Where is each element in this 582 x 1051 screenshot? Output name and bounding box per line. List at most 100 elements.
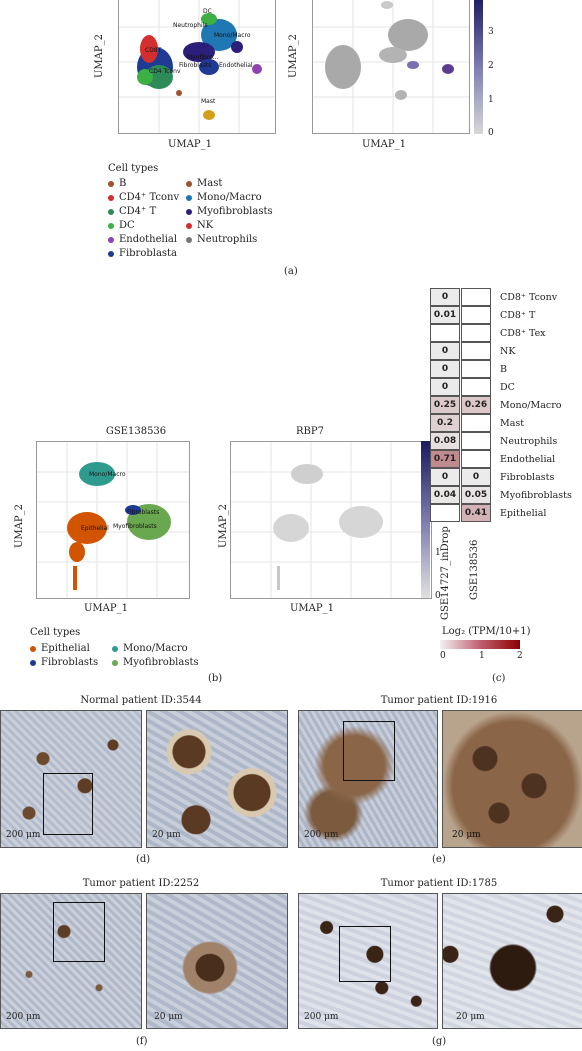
scale-bar-label: 200 μm: [304, 1012, 339, 1022]
heatmap-row: CD8⁺ Tex: [430, 324, 572, 342]
panel-title: Tumor patient ID:1916: [380, 695, 498, 706]
heatmap-row-label: Fibroblasts: [500, 471, 555, 483]
heatmap-cell: 0.08: [430, 432, 460, 450]
cluster-label-a: Mast: [201, 98, 216, 105]
ihc-image-zoom: [442, 893, 582, 1029]
cluster-label-a: CD8T: [145, 47, 162, 54]
zoom-box: [53, 902, 105, 962]
heatmap-row: 0.2 Mast: [430, 414, 572, 432]
cluster-label-b: Epithelial: [81, 525, 109, 532]
heatmap-cell: [461, 360, 491, 378]
cluster-label-b: Mono/Macro: [89, 471, 126, 478]
legend-swatch: [112, 645, 118, 652]
caption-g: (g): [432, 1036, 447, 1047]
caption-e: (e): [432, 854, 446, 865]
colorbar-tick: 1: [435, 548, 441, 558]
umap-b-feature: [230, 441, 432, 599]
panel-title: Tumor patient ID:1785: [380, 878, 498, 889]
legend-swatch: [30, 659, 36, 666]
heatmap-cell: 0: [430, 288, 460, 306]
cluster-label-b: Fibroblasts: [127, 509, 159, 516]
colorbar: [421, 441, 430, 598]
legend-swatch: [108, 236, 114, 243]
legend-swatch: [108, 222, 114, 229]
legend-label: Mono/Macro: [197, 192, 262, 203]
legend-label: Neutrophils: [197, 234, 258, 245]
heatmap-row-label: CD8⁺ Tex: [500, 327, 546, 339]
legend-label: Fibroblasts: [41, 657, 99, 668]
ihc-image-main: [298, 893, 438, 1029]
caption-d: (d): [136, 854, 151, 865]
cluster-label-b: Myofibroblasts: [113, 523, 157, 530]
umap-a-scatter: DC Neutrophils Mono/Macro CD8T Myofibro.…: [119, 0, 275, 133]
heatmap-cell: [461, 306, 491, 324]
legend-label: Fibroblasta: [119, 248, 178, 259]
legend-swatch: [108, 250, 114, 257]
caption-a: (a): [284, 266, 298, 277]
heatmap-row-label: DC: [500, 381, 515, 393]
legend-item: Fibroblasta: [108, 248, 177, 259]
heatmap-row-label: Mast: [500, 417, 525, 429]
legend-label: Endothelial: [119, 234, 178, 245]
heatmap-cell: [461, 414, 491, 432]
plot-title: RBP7: [296, 426, 324, 437]
legend-swatch: [108, 180, 114, 187]
plot-title: GSE138536: [105, 426, 167, 437]
legend-item: Mast: [186, 178, 222, 189]
axis-label: UMAP_2: [14, 504, 25, 548]
scale-bar-label: 20 μm: [154, 1012, 183, 1022]
ihc-image-main: [0, 710, 142, 848]
heatmap-cell: 0.04: [430, 486, 460, 504]
heatmap-cell: 0.41: [461, 504, 491, 522]
legend-item: Mono/Macro: [186, 192, 262, 203]
colorbar-tick: 1: [488, 95, 494, 105]
legend-label: NK: [197, 220, 214, 231]
legend-label: DC: [119, 220, 135, 231]
heatmap-cell: 0.01: [430, 306, 460, 324]
umap-a-feature: [312, 0, 470, 134]
legend-label: Mono/Macro: [123, 643, 188, 654]
axis-label: UMAP_1: [290, 603, 334, 614]
axis-label: UMAP_2: [218, 504, 229, 548]
heatmap-row: 0.71 Endothelial: [430, 450, 572, 468]
legend-item: Mono/Macro: [112, 643, 188, 654]
legend-swatch: [30, 645, 36, 652]
legend-swatch: [112, 659, 118, 666]
heatmap-row: 0 NK: [430, 342, 572, 360]
heatmap-row: 0.25 0.26 Mono/Macro: [430, 396, 572, 414]
ihc-image-main: [298, 710, 438, 848]
legend-label: B: [119, 178, 127, 189]
legend-item: B: [108, 178, 126, 189]
legend-label: CD4⁺ Tconv: [119, 192, 180, 203]
ihc-image-main: [0, 893, 142, 1029]
heatmap-cell: [461, 450, 491, 468]
scale-tick: 1: [479, 651, 485, 661]
scale-bar-label: 200 μm: [6, 830, 41, 840]
legend-item: Myofibroblasts: [112, 657, 199, 668]
heatmap: 0 CD8⁺ Tconv 0.01 CD8⁺ T CD8⁺ Tex 0 NK 0 B 0 DC 0.2…: [430, 288, 572, 522]
legend-title: Cell types: [108, 163, 159, 174]
umap-b-scatter: Mono/Macro Epithelial Fibroblasts Myofib…: [37, 442, 189, 598]
legend-label: Myofibroblasts: [123, 657, 199, 668]
zoom-box: [343, 721, 395, 781]
heatmap-cell: 0: [461, 468, 491, 486]
legend-item: Fibroblasts: [30, 657, 98, 668]
cluster-label-a: Endothelial: [219, 62, 253, 69]
heatmap-row-label: CD8⁺ Tconv: [500, 291, 558, 303]
caption-b: (b): [208, 673, 223, 684]
heatmap-row-label: Endothelial: [500, 453, 556, 465]
heatmap-row-label: Myofibroblasts: [500, 489, 572, 501]
heatmap-col-label: GSE14727_inDrop: [440, 526, 451, 620]
ihc-image-zoom: [146, 710, 288, 848]
legend-label: CD4⁺ T: [119, 206, 157, 217]
scale-bar-label: 20 μm: [452, 830, 481, 840]
legend-swatch: [186, 222, 192, 229]
scale-title: Log₂ (TPM/10+1): [442, 626, 531, 637]
scale-tick: 2: [517, 651, 523, 661]
legend-label: Myofibroblasts: [197, 206, 273, 217]
heatmap-cell: 0.71: [430, 450, 460, 468]
heatmap-cell: [461, 432, 491, 450]
legend-label: Mast: [197, 178, 223, 189]
scale-bar-label: 20 μm: [456, 1012, 485, 1022]
